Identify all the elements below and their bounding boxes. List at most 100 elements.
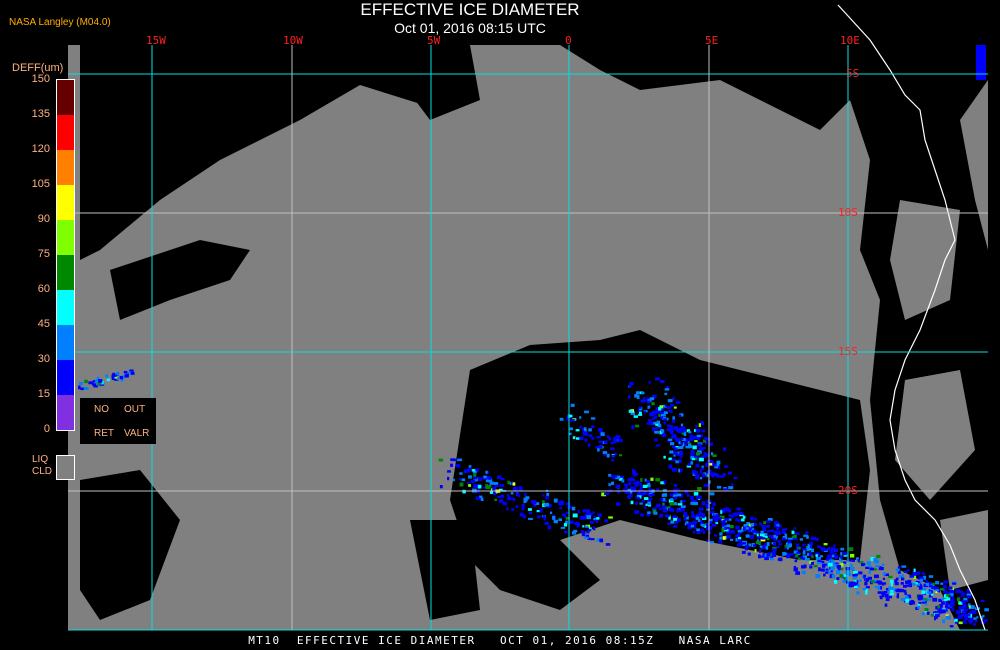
ice-pixel — [724, 518, 729, 521]
ice-pixel — [673, 454, 676, 457]
ice-pixel — [572, 513, 578, 518]
ice-pixel — [803, 555, 807, 559]
ice-pixel — [775, 523, 780, 527]
ice-pixel — [940, 601, 945, 605]
ice-pixel — [769, 529, 775, 533]
ice-pixel — [652, 427, 655, 431]
ice-pixel — [664, 388, 670, 391]
ice-pixel — [652, 394, 657, 399]
ice-pixel — [962, 592, 966, 596]
ice-pixel — [590, 417, 596, 420]
ice-pixel — [909, 574, 915, 578]
ice-pixel — [874, 586, 878, 589]
ice-pixel — [678, 509, 683, 512]
ice-pixel — [632, 482, 636, 485]
ice-pixel — [700, 421, 705, 426]
ice-pixel — [672, 467, 677, 472]
ice-pixel — [918, 601, 922, 604]
ice-pixel — [743, 524, 747, 527]
out-label: OUT — [124, 404, 146, 415]
ice-pixel — [873, 557, 878, 562]
ice-pixel — [682, 500, 686, 503]
ice-pixel — [784, 546, 788, 550]
ice-pixel — [120, 378, 124, 382]
ice-pixel — [696, 434, 702, 438]
ice-pixel — [695, 495, 700, 500]
ice-pixel — [647, 405, 650, 409]
ice-pixel — [847, 583, 853, 588]
ice-pixel — [939, 588, 945, 591]
ice-pixel — [765, 520, 768, 523]
ice-pixel — [533, 500, 537, 505]
ice-pixel — [934, 586, 940, 590]
ice-pixel — [671, 434, 677, 439]
ice-pixel — [667, 424, 671, 428]
ice-pixel — [507, 496, 512, 501]
ice-pixel — [674, 451, 678, 456]
ice-pixel — [667, 522, 672, 525]
ice-pixel — [726, 534, 731, 539]
ice-pixel — [890, 582, 893, 587]
ice-pixel — [690, 501, 695, 505]
ice-pixel — [489, 481, 495, 485]
ice-pixel — [811, 562, 814, 565]
ice-pixel — [720, 518, 723, 522]
ice-pixel — [756, 533, 759, 537]
ice-pixel — [105, 374, 109, 378]
ice-pixel — [658, 407, 662, 411]
ice-pixel — [510, 492, 514, 495]
ice-pixel — [589, 521, 594, 524]
ice-pixel — [917, 584, 922, 588]
ice-pixel — [861, 563, 866, 566]
ice-pixel — [648, 488, 652, 492]
ice-pixel — [956, 597, 960, 602]
ice-pixel — [709, 511, 715, 514]
ice-pixel — [751, 523, 754, 527]
ice-pixel — [590, 538, 595, 541]
ice-pixel — [675, 521, 679, 524]
ice-pixel — [96, 376, 100, 381]
ice-pixel — [963, 597, 968, 601]
ice-pixel — [828, 571, 831, 574]
ice-pixel — [727, 471, 733, 475]
lon-label: 5E — [705, 34, 719, 47]
ice-pixel — [640, 486, 643, 491]
ice-pixel — [654, 430, 659, 434]
ice-pixel — [719, 532, 723, 536]
ice-pixel — [738, 511, 744, 515]
ice-pixel — [619, 454, 623, 457]
ice-pixel — [735, 525, 740, 530]
ice-pixel — [517, 494, 520, 498]
ice-pixel — [705, 503, 710, 508]
ice-pixel — [903, 590, 907, 593]
ice-pixel — [892, 588, 898, 592]
ice-pixel — [536, 515, 541, 519]
ice-pixel — [723, 447, 727, 451]
ice-pixel — [667, 399, 673, 403]
ice-pixel — [777, 545, 780, 549]
ice-pixel — [672, 450, 675, 454]
ice-pixel — [719, 475, 725, 478]
ice-pixel — [749, 535, 755, 539]
ice-pixel — [696, 457, 699, 461]
ice-pixel — [895, 577, 899, 581]
ice-pixel — [929, 585, 933, 588]
ice-pixel — [543, 516, 546, 521]
ice-pixel — [851, 559, 855, 562]
ice-pixel — [729, 524, 734, 529]
land-cloud-patches — [890, 200, 988, 590]
ice-pixel — [670, 520, 675, 524]
ice-pixel — [531, 501, 535, 505]
ice-pixel — [672, 494, 678, 498]
ice-pixel — [765, 546, 769, 550]
ice-pixel — [450, 458, 455, 462]
ice-pixel — [631, 425, 635, 430]
ice-pixel — [654, 438, 658, 442]
ice-pixel — [697, 443, 702, 447]
ice-pixel — [596, 517, 600, 520]
ice-pixel — [639, 492, 644, 497]
ice-pixel — [901, 565, 907, 568]
ice-pixel — [856, 591, 860, 595]
ice-pixel — [663, 455, 666, 459]
ice-pixel — [792, 537, 798, 541]
